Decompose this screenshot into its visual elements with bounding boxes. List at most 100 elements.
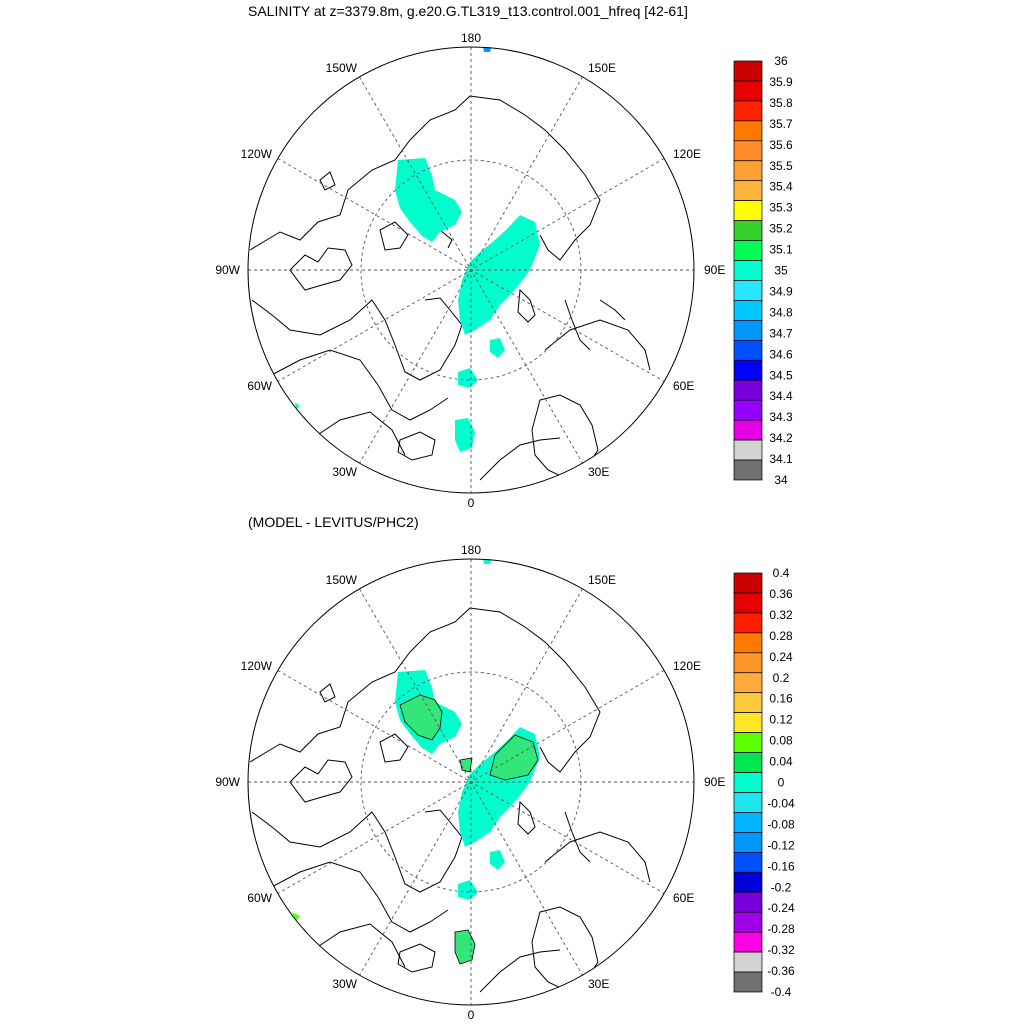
colorbar-tick-label: 0 [778, 776, 785, 790]
colorbar-swatch [733, 692, 763, 714]
colorbar-tick-label: 34.4 [769, 389, 793, 403]
map-boundary [247, 46, 695, 494]
colorbar-swatch [733, 280, 763, 301]
lon-label-120w: 120W [241, 659, 273, 673]
colorbar-tick-label: 34.3 [769, 410, 793, 424]
colorbar-swatch [733, 160, 763, 182]
colorbar-tick-label: 0.12 [769, 713, 793, 727]
colorbar-top: 36 35.9 35.8 35.7 35.6 35.5 35.4 35.3 35.2 35.1 35… [733, 54, 793, 487]
colorbar-tick-label: 0.32 [769, 608, 793, 622]
colorbar-swatch [733, 339, 763, 361]
colorbar-swatch [733, 632, 763, 654]
colorbar-swatch [733, 652, 763, 674]
lon-label-150w: 150W [326, 61, 358, 75]
colorbar-tick-label: 34 [774, 473, 788, 487]
colorbar-tick-label: 34.2 [769, 431, 793, 445]
colorbar-tick-label: 0.08 [769, 734, 793, 748]
lon-label-30e: 30E [588, 465, 609, 479]
colorbar-swatch [733, 399, 763, 421]
colorbar-swatch [733, 419, 763, 441]
colorbar-swatch [733, 120, 763, 142]
lon-label-30w: 30W [332, 465, 357, 479]
colorbar-swatch [733, 379, 763, 401]
colorbar-tick-label: 35.9 [769, 75, 793, 89]
colorbar-swatch [733, 459, 763, 481]
colorbar-tick-label: 35.7 [769, 117, 793, 131]
colorbar-swatch [733, 851, 763, 873]
colorbar-tick-label: 35.6 [769, 138, 793, 152]
lon-label-150e: 150E [588, 573, 616, 587]
lon-label-90w: 90W [215, 775, 240, 789]
colorbar-swatch [733, 100, 763, 122]
lon-label-60e: 60E [673, 379, 694, 393]
lon-label-180: 180 [461, 543, 481, 557]
colorbar-tick-label: 36 [774, 54, 788, 68]
colorbar-bottom: 0.4 0.36 0.32 0.28 0.24 0.2 0.16 0.12 0.08 0.04 0 -… [733, 566, 795, 999]
colorbar-swatch [733, 911, 763, 933]
colorbar-tick-label: -0.08 [767, 817, 795, 831]
lon-label-90e: 90E [704, 775, 725, 789]
colorbar-swatch [733, 772, 763, 793]
colorbar-swatch [733, 712, 763, 733]
lon-label-30w: 30W [332, 977, 357, 991]
colorbar-swatch [733, 672, 763, 694]
colorbar-swatch [733, 752, 763, 773]
colorbar-tick-label: -0.36 [767, 964, 795, 978]
colorbar-swatch [733, 359, 763, 381]
colorbar-tick-label: 35.4 [769, 180, 793, 194]
colorbar-tick-label: 35.8 [769, 96, 793, 110]
colorbar-swatch [733, 439, 763, 461]
colorbar-swatch [733, 240, 763, 261]
colorbar-tick-label: 35.1 [769, 243, 793, 257]
colorbar-tick-label: 34.5 [769, 368, 793, 382]
lon-label-120w: 120W [241, 147, 273, 161]
colorbar-tick-label: -0.4 [771, 985, 792, 999]
colorbar-swatch [733, 832, 763, 853]
difference-field [292, 670, 540, 965]
colorbar-tick-label: 35.2 [769, 222, 793, 236]
colorbar-swatch [733, 60, 763, 82]
lon-label-0: 0 [468, 1008, 475, 1022]
colorbar-swatch [733, 140, 763, 162]
colorbar-tick-label: 0.4 [773, 566, 790, 580]
colorbar-tick-label: -0.12 [767, 838, 795, 852]
lon-label-90e: 90E [704, 263, 725, 277]
colorbar-tick-label: 34.8 [769, 305, 793, 319]
colorbar-swatch [733, 971, 763, 993]
lon-label-150w: 150W [326, 573, 358, 587]
colorbar-swatch [733, 931, 763, 953]
graticule [248, 47, 694, 493]
colorbar-tick-label: 0.28 [769, 629, 793, 643]
colorbar-tick-label: -0.28 [767, 922, 795, 936]
lon-label-30e: 30E [588, 977, 609, 991]
colorbar-tick-label: -0.16 [767, 859, 795, 873]
colorbar-tick-label: -0.24 [767, 901, 795, 915]
lon-label-60w: 60W [247, 891, 272, 905]
colorbar-swatch [733, 260, 763, 281]
colorbar-swatch [733, 812, 763, 833]
colorbar-tick-label: 0.16 [769, 692, 793, 706]
colorbar-tick-label: -0.04 [767, 796, 795, 810]
colorbar-tick-label: 34.7 [769, 326, 793, 340]
colorbar-tick-label: 34.1 [769, 452, 793, 466]
graticule [248, 559, 694, 1005]
colorbar-tick-label: 0.04 [769, 755, 793, 769]
map-boundary [247, 558, 695, 1006]
colorbar-swatch [733, 951, 763, 973]
polar-map-top: 180 0 90W 90E 150W 150E 120W 120E 60W 60… [215, 31, 793, 510]
polar-map-bottom: 180 0 90W 90E 150W 150E 120W 120E 60W 60… [215, 543, 795, 1022]
lon-label-60w: 60W [247, 379, 272, 393]
colorbar-swatch [733, 80, 763, 102]
longitude-labels: 180 0 90W 90E 150W 150E 120W 120E 60W 60… [215, 543, 725, 1022]
lon-label-60e: 60E [673, 891, 694, 905]
colorbar-swatch [733, 792, 763, 813]
lon-label-120e: 120E [673, 659, 701, 673]
lon-label-120e: 120E [673, 147, 701, 161]
difference-map-title: (MODEL - LEVITUS/PHC2) [248, 514, 419, 530]
colorbar-tick-label: 35 [774, 264, 788, 278]
colorbar-tick-label: 0.24 [769, 650, 793, 664]
colorbar-swatch [733, 871, 763, 893]
coastlines [249, 607, 651, 993]
colorbar-tick-label: 0.2 [773, 671, 790, 685]
colorbar-swatch [733, 180, 763, 202]
